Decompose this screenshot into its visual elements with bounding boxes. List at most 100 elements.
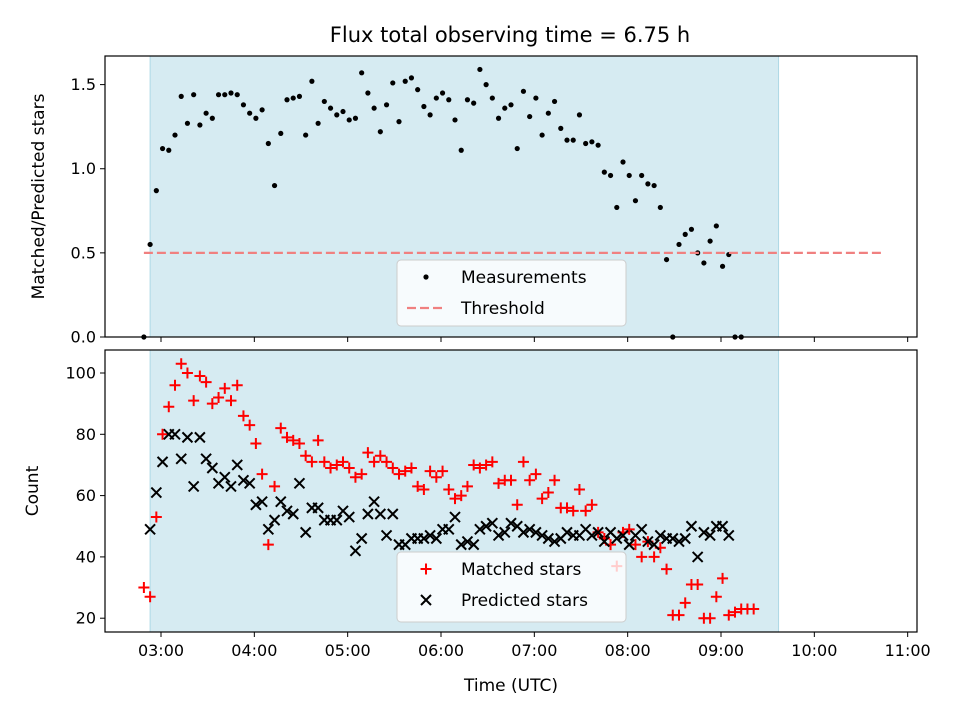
measurement-point xyxy=(514,145,520,152)
matched-stars-point xyxy=(181,367,193,379)
predicted-stars-point xyxy=(461,535,474,548)
predicted-stars-point xyxy=(243,477,256,490)
measurement-point xyxy=(296,93,303,99)
predicted-stars-point xyxy=(486,517,499,529)
legend-marker xyxy=(423,274,429,280)
matched-stars-point xyxy=(256,468,268,480)
predicted-stars-point xyxy=(691,551,704,563)
matched-stars-point xyxy=(480,459,492,471)
measurement-point xyxy=(477,66,483,73)
predicted-stars-point xyxy=(424,529,436,542)
matched-stars-point xyxy=(729,606,741,618)
matched-stars-point xyxy=(269,480,281,492)
matched-stars-point xyxy=(138,582,150,594)
predicted-stars-point xyxy=(698,526,710,539)
predicted-stars-point xyxy=(716,520,729,532)
measurement-point xyxy=(327,105,334,111)
matched-stars-point xyxy=(175,358,187,370)
matched-stars-point xyxy=(244,419,256,431)
measurement-point xyxy=(439,90,446,96)
matched-stars-point xyxy=(368,456,380,468)
x-tick-label: 10:00 xyxy=(791,641,837,660)
predicted-stars-point xyxy=(536,529,548,542)
measurement-point xyxy=(583,140,589,147)
measurement-point xyxy=(657,204,663,211)
measurement-point xyxy=(352,115,359,121)
measurement-point xyxy=(396,119,402,125)
x-tick-label: 11:00 xyxy=(885,641,931,660)
measurement-point xyxy=(166,147,172,153)
predicted-stars-point xyxy=(598,535,611,548)
predicted-stars-point xyxy=(530,526,542,539)
matched-stars-point xyxy=(387,462,399,474)
matched-stars-point xyxy=(505,474,517,486)
predicted-stars-point xyxy=(368,496,380,508)
legend: Measurements Threshold xyxy=(396,259,627,327)
matched-stars-point xyxy=(287,434,299,446)
measurement-point xyxy=(415,87,421,93)
matched-stars-point xyxy=(586,499,598,511)
matched-stars-point xyxy=(405,462,417,474)
matched-stars-point xyxy=(549,474,561,486)
predicted-stars-point xyxy=(685,520,698,532)
series-measurements xyxy=(141,66,744,340)
measurement-point xyxy=(564,137,570,143)
matched-stars-point xyxy=(424,465,436,477)
predicted-stars-point xyxy=(387,508,399,520)
measurement-point xyxy=(340,108,346,115)
matched-stars-point xyxy=(661,563,673,575)
predicted-stars-point xyxy=(679,532,691,545)
measurement-point xyxy=(713,223,719,229)
matched-stars-point xyxy=(275,422,287,434)
measurement-point xyxy=(446,97,452,103)
x-tick-label: 04:00 xyxy=(231,641,277,660)
measurement-point xyxy=(383,102,390,108)
predicted-stars-point xyxy=(225,480,237,493)
matched-stars-point xyxy=(312,434,324,446)
matched-stars-point xyxy=(356,468,368,480)
legend-marker xyxy=(420,594,432,606)
measurement-point xyxy=(427,112,433,118)
measurement-point xyxy=(614,204,620,211)
predicted-stars-point xyxy=(231,459,243,471)
predicted-stars-point xyxy=(635,523,648,536)
y-tick-label: 100 xyxy=(65,363,96,382)
predicted-stars-point xyxy=(256,496,268,508)
predicted-stars-point xyxy=(275,496,287,508)
measurement-point xyxy=(707,238,713,244)
predicted-stars-point xyxy=(380,529,393,542)
predicted-stars-point xyxy=(542,532,555,545)
predicted-stars-point xyxy=(723,529,735,542)
x-tick-label: 07:00 xyxy=(511,641,557,660)
legend-label: Measurements xyxy=(461,268,587,288)
matched-stars-point xyxy=(300,450,312,462)
measurement-point xyxy=(265,140,271,147)
y-tick-label: 0.5 xyxy=(71,243,96,262)
matched-stars-point xyxy=(231,379,243,391)
legend: Matched stars Predicted stars xyxy=(396,551,627,623)
measurement-point xyxy=(688,226,695,232)
legend-box xyxy=(396,551,627,623)
predicted-stars-point xyxy=(343,511,355,523)
matched-stars-point xyxy=(530,468,542,480)
matched-stars-point xyxy=(306,456,318,468)
matched-stars-point xyxy=(567,505,579,517)
predicted-stars-point xyxy=(474,523,486,536)
measurement-point xyxy=(290,95,296,101)
measurement-point xyxy=(527,113,533,120)
matched-stars-point xyxy=(524,474,536,486)
measurement-point xyxy=(172,132,178,138)
measurement-point xyxy=(365,90,371,96)
x-tick-label: 03:00 xyxy=(138,641,184,660)
legend-label: Matched stars xyxy=(461,560,581,580)
predicted-stars-point xyxy=(175,453,187,465)
measurement-point xyxy=(334,112,340,118)
measurement-point xyxy=(315,120,321,126)
matched-stars-point xyxy=(573,483,585,495)
matched-stars-point xyxy=(443,483,455,495)
predicted-stars-point xyxy=(156,456,169,468)
measurement-point xyxy=(303,132,309,138)
matched-stars-point xyxy=(188,395,200,407)
matched-stars-point xyxy=(437,465,449,477)
predicted-stars-point xyxy=(430,532,443,545)
